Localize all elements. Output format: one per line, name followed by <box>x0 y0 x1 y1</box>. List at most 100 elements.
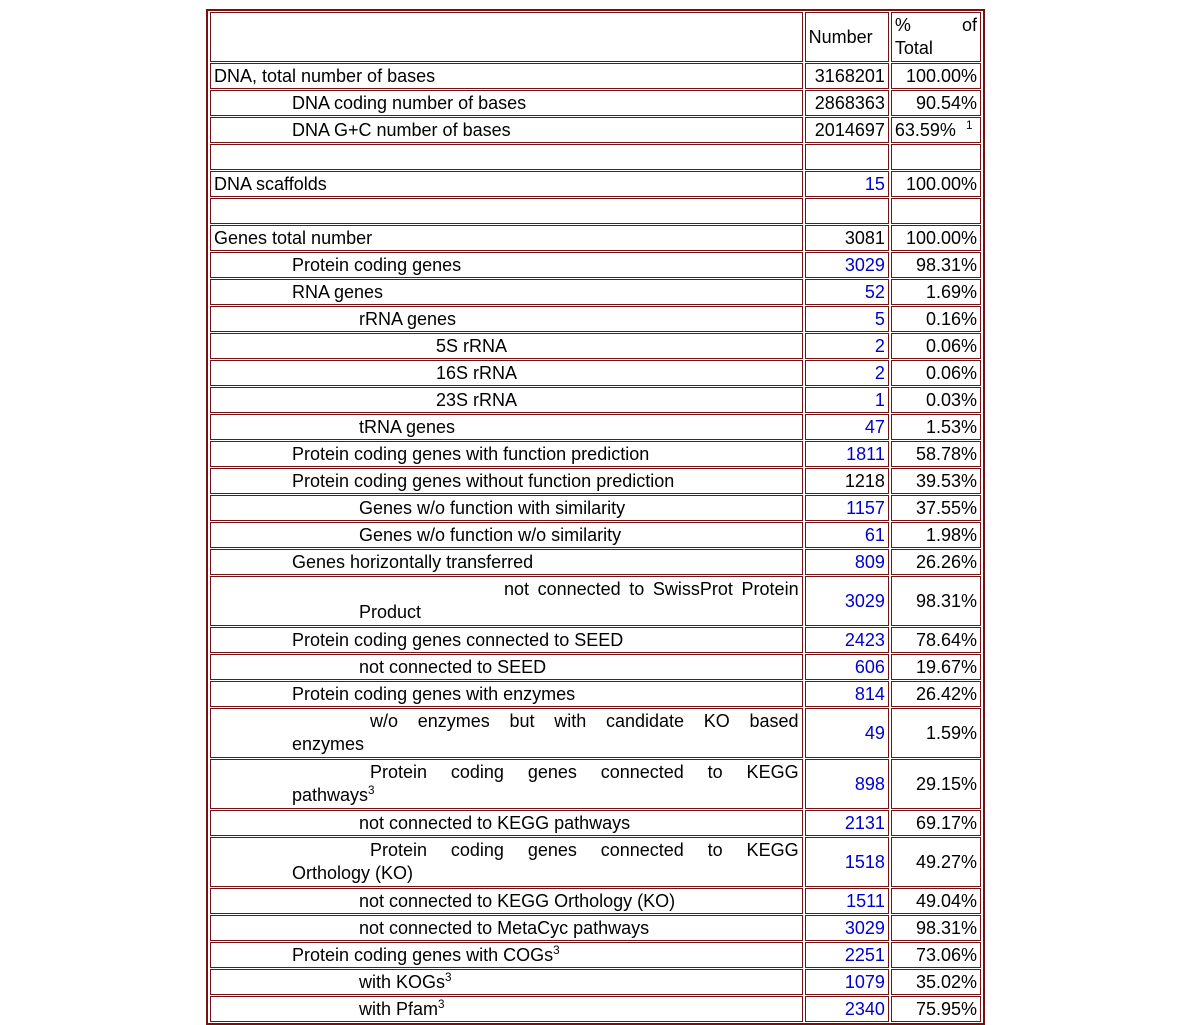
row-number[interactable]: 49 <box>805 708 889 758</box>
row-label-text: Genes w/o function with similarity <box>359 498 625 518</box>
table-row: not connected to SEED60619.67% <box>210 654 981 680</box>
row-label-text: Protein coding genes with COGs <box>292 945 553 965</box>
table-row: Protein coding genes connected to KEGGOr… <box>210 837 981 887</box>
table-header-row: Number% ofTotal <box>210 12 981 62</box>
row-label-text: Genes w/o function w/o similarity <box>359 525 621 545</box>
row-percent: 29.15% <box>891 759 981 809</box>
row-label-line1: Protein coding genes connected to KEGG <box>292 839 799 862</box>
row-label: Protein coding genes with COGs3 <box>210 942 803 968</box>
row-percent: 39.53% <box>891 468 981 494</box>
row-label: Genes total number <box>210 225 803 251</box>
row-label: DNA, total number of bases <box>210 63 803 89</box>
row-label: 5S rRNA <box>210 333 803 359</box>
row-number[interactable]: 2 <box>805 360 889 386</box>
row-number[interactable]: 61 <box>805 522 889 548</box>
row-percent: 75.95% <box>891 996 981 1022</box>
row-label-text: DNA scaffolds <box>214 174 327 194</box>
row-number[interactable]: 3029 <box>805 915 889 941</box>
row-label: RNA genes <box>210 279 803 305</box>
table-row: Protein coding genes without function pr… <box>210 468 981 494</box>
footnote-ref: 3 <box>438 998 445 1011</box>
row-number[interactable]: 47 <box>805 414 889 440</box>
footnote-ref: 3 <box>368 784 375 797</box>
row-label-text: Protein coding genes without function pr… <box>292 471 674 491</box>
row-label: Protein coding genes connected to KEGGOr… <box>210 837 803 887</box>
table-row: Protein coding genes connected to KEGGpa… <box>210 759 981 809</box>
row-label: Protein coding genes <box>210 252 803 278</box>
row-percent: 58.78% <box>891 441 981 467</box>
row-percent: 98.31% <box>891 576 981 626</box>
row-number[interactable]: 2131 <box>805 810 889 836</box>
row-number: 3081 <box>805 225 889 251</box>
row-number[interactable]: 2423 <box>805 627 889 653</box>
row-number[interactable]: 1157 <box>805 495 889 521</box>
footnote-ref: 3 <box>445 971 452 984</box>
row-label-text: Protein coding genes connected to SEED <box>292 630 623 650</box>
table-row: tRNA genes471.53% <box>210 414 981 440</box>
row-number[interactable]: 814 <box>805 681 889 707</box>
row-percent: 26.42% <box>891 681 981 707</box>
table-row: DNA, total number of bases3168201100.00% <box>210 63 981 89</box>
row-number[interactable]: 15 <box>805 171 889 197</box>
row-label: not connected to KEGG pathways <box>210 810 803 836</box>
row-number[interactable]: 3029 <box>805 576 889 626</box>
table-row: Protein coding genes connected to SEED 24… <box>210 627 981 653</box>
row-number[interactable]: 5 <box>805 306 889 332</box>
row-number[interactable]: 809 <box>805 549 889 575</box>
row-number[interactable]: 2 <box>805 333 889 359</box>
row-percent: 100.00% <box>891 225 981 251</box>
row-label-line2: Orthology (KO) <box>292 862 799 885</box>
row-label-text: 5S rRNA <box>436 336 507 356</box>
row-number[interactable]: 2340 <box>805 996 889 1022</box>
row-label: with KOGs3 <box>210 969 803 995</box>
header-percent-line1: % of <box>895 14 977 37</box>
row-label: Protein coding genes connected to KEGGpa… <box>210 759 803 809</box>
blank-cell <box>805 198 889 224</box>
row-percent: 1.98% <box>891 522 981 548</box>
row-label: Genes horizontally transferred <box>210 549 803 575</box>
table-row: Genes w/o function with similarity 115737… <box>210 495 981 521</box>
row-label-text: not connected to KEGG Orthology (KO) <box>359 891 675 911</box>
row-percent: 0.06% <box>891 333 981 359</box>
row-label: with Pfam3 <box>210 996 803 1022</box>
row-label-text: Genes horizontally transferred <box>292 552 533 572</box>
row-number[interactable]: 898 <box>805 759 889 809</box>
table-row: not connected to MetaCyc pathways302998.… <box>210 915 981 941</box>
row-label: Protein coding genes without function pr… <box>210 468 803 494</box>
row-label-line1: Protein coding genes connected to KEGG <box>292 761 799 784</box>
row-number[interactable]: 52 <box>805 279 889 305</box>
row-number[interactable]: 1079 <box>805 969 889 995</box>
row-label-text: RNA genes <box>292 282 383 302</box>
table-row: DNA G+C number of bases201469763.59% 1 <box>210 117 981 143</box>
row-label-text: rRNA genes <box>359 309 456 329</box>
blank-cell <box>891 144 981 170</box>
table-row: rRNA genes50.16% <box>210 306 981 332</box>
blank-cell <box>210 198 803 224</box>
row-number[interactable]: 1811 <box>805 441 889 467</box>
table-row: with Pfam3234075.95% <box>210 996 981 1022</box>
table-row: DNA coding number of bases286836390.54% <box>210 90 981 116</box>
blank-cell <box>891 198 981 224</box>
row-number[interactable]: 2251 <box>805 942 889 968</box>
row-number[interactable]: 3029 <box>805 252 889 278</box>
row-percent: 98.31% <box>891 915 981 941</box>
row-label-line2: pathways3 <box>292 784 799 807</box>
table-row: Protein coding genes with enzymes81426.4… <box>210 681 981 707</box>
row-label-text: 16S rRNA <box>436 363 517 383</box>
row-label-text: DNA, total number of bases <box>214 66 435 86</box>
row-number[interactable]: 1511 <box>805 888 889 914</box>
row-percent: 1.53% <box>891 414 981 440</box>
row-percent: 49.27% <box>891 837 981 887</box>
row-percent: 37.55% <box>891 495 981 521</box>
row-label: Genes w/o function w/o similarity <box>210 522 803 548</box>
table-row: Genes w/o function w/o similarity 611.98% <box>210 522 981 548</box>
row-percent: 1.59% <box>891 708 981 758</box>
row-label: Genes w/o function with similarity <box>210 495 803 521</box>
row-number[interactable]: 606 <box>805 654 889 680</box>
row-percent: 63.59% 1 <box>891 117 981 143</box>
row-label: 16S rRNA <box>210 360 803 386</box>
row-number[interactable]: 1 <box>805 387 889 413</box>
table-row: w/o enzymes but with candidate KO basede… <box>210 708 981 758</box>
table-body: Number% ofTotalDNA, total number of base… <box>210 12 981 1022</box>
row-number[interactable]: 1518 <box>805 837 889 887</box>
